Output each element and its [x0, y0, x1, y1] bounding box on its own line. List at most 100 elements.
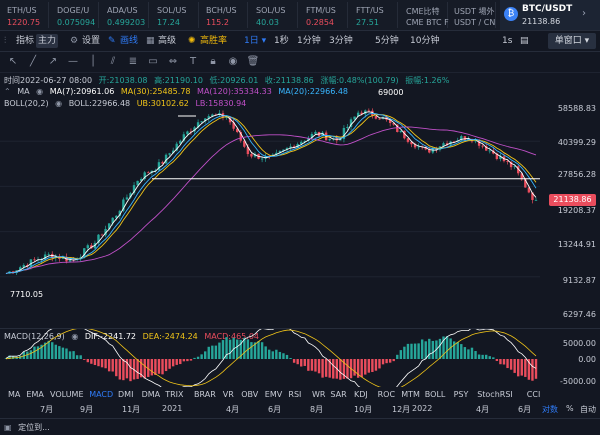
macd-bar	[275, 349, 278, 359]
trash-icon[interactable]: 🗑︎	[246, 56, 260, 67]
macd-bar	[175, 359, 178, 365]
horizontal-line-icon[interactable]: —	[68, 56, 78, 67]
candle-body	[339, 138, 342, 141]
indicator-tab[interactable]: SAR	[330, 390, 347, 399]
indicator-tab[interactable]: DMA	[141, 390, 161, 399]
eye-icon-boll[interactable]: ◉	[55, 99, 63, 108]
eye-icon[interactable]: ◉	[228, 56, 238, 67]
chevron-right-icon[interactable]: ›	[582, 8, 586, 19]
indicator-tab[interactable]: MACD	[89, 390, 114, 399]
single-window-button[interactable]: 单窗口 ▾	[548, 33, 596, 49]
indicator-tab[interactable]: OBV	[241, 390, 259, 399]
eye-icon-macd[interactable]: ◉	[71, 332, 79, 341]
ticker-cell[interactable]: DOGE/U 0.075094	[52, 2, 99, 28]
candle-body	[463, 136, 467, 140]
lock-icon[interactable]: 🔒︎	[210, 56, 216, 67]
peak-annotation: 69000	[378, 88, 404, 97]
interval-3m[interactable]: 3分钟	[329, 36, 353, 46]
ticker-cell[interactable]: FTT/US 27.51	[351, 2, 398, 28]
ma-expand-icon[interactable]: ⌃	[4, 87, 11, 96]
ticker-name: ADA/US	[107, 6, 138, 15]
ticker-cell[interactable]: USDT 場外 USDT / CN	[449, 2, 496, 28]
interval-5m[interactable]: 5分钟	[375, 36, 399, 46]
info-open: 开:21038.08	[98, 76, 148, 85]
measure-icon[interactable]: ⇔	[168, 56, 178, 67]
vertical-line-icon[interactable]: │	[89, 56, 97, 67]
axis-control[interactable]: 对数	[542, 405, 558, 414]
locate-button[interactable]: ▣ 定位到...	[4, 422, 54, 433]
price-chart-svg[interactable]	[0, 96, 600, 322]
fibonacci-icon[interactable]: ≣	[128, 56, 138, 67]
axis-control[interactable]: 自动	[580, 405, 596, 414]
macd-bar	[157, 359, 161, 374]
indicator-tab[interactable]: TRIX	[165, 390, 184, 399]
indicator-tab[interactable]: DMI	[118, 390, 134, 399]
candle-body	[509, 161, 513, 168]
ticker-cell[interactable]: FTM/US 0.2854	[301, 2, 348, 28]
selected-symbol[interactable]: ₿ BTC/USDT 21138.86 ›	[500, 0, 600, 30]
ticker-cell[interactable]: SOL/US 17.24	[152, 2, 199, 28]
ray-line-icon[interactable]: ↗	[48, 56, 58, 67]
candle-body	[517, 166, 520, 174]
interval-right[interactable]: 1s	[502, 36, 513, 46]
rectangle-icon[interactable]: ▭	[148, 56, 158, 67]
text-icon[interactable]: T	[189, 56, 197, 67]
macd-bar	[36, 346, 40, 359]
indicator-tab[interactable]: WR	[312, 390, 326, 399]
macd-bar	[218, 342, 221, 359]
macd-bar	[225, 337, 228, 359]
indicator-tab[interactable]: VR	[222, 390, 234, 399]
macd-bar	[61, 347, 65, 359]
indicator-tab[interactable]: MTM	[401, 390, 420, 399]
parallel-channel-icon[interactable]: ⫽	[110, 56, 116, 67]
interval-1m[interactable]: 1分钟	[297, 36, 321, 46]
macd-panel[interactable]: MACD(12,26,9) ◉ DIF:-2241.72 DEA:-2474.2…	[0, 328, 600, 387]
macd-bar	[136, 359, 139, 379]
indicator-tab[interactable]: EMA	[26, 390, 44, 399]
candle-body	[132, 185, 136, 194]
macd-bar	[239, 339, 242, 359]
interval-1s[interactable]: 1秒	[274, 36, 289, 46]
candle-body	[200, 121, 203, 123]
candle-body	[243, 140, 246, 147]
interval-selected[interactable]: 1日 ▾	[244, 34, 266, 48]
candle-body	[452, 141, 456, 143]
layout-icon[interactable]: ▤	[520, 36, 529, 46]
axis-control[interactable]: %	[566, 404, 574, 413]
drawing-button[interactable]: ✎ 画线	[108, 34, 138, 48]
ticker-cell[interactable]: SOL/US 40.03	[251, 2, 298, 28]
info-change: 涨幅:0.48%(100.79)	[320, 76, 399, 85]
indicator-button[interactable]: ⫶ 指标 主力	[4, 34, 59, 48]
win-rate-button[interactable]: ✺ 高胜率	[188, 34, 227, 48]
indicator-tab[interactable]: KDJ	[354, 390, 368, 399]
advanced-button[interactable]: ▦ 高级	[146, 34, 176, 48]
candle-body	[374, 116, 378, 119]
indicator-tab[interactable]: EMV	[264, 390, 283, 399]
eye-icon-ma[interactable]: ◉	[36, 87, 44, 96]
indicator-tab[interactable]: BRAR	[194, 390, 216, 399]
price-chart[interactable]	[0, 96, 600, 322]
macd-bar	[452, 341, 456, 359]
candle-body	[207, 116, 210, 119]
indicator-tab[interactable]: StochRSI	[477, 390, 513, 399]
indicator-tab[interactable]: CCI	[526, 390, 541, 399]
symbol-price: 21138.86	[522, 17, 561, 26]
ticker-cell[interactable]: CME比特 CME BTC F	[401, 2, 449, 28]
ticker-cell[interactable]: BCH/US 115.2	[201, 2, 248, 28]
indicator-tab[interactable]: PSY	[453, 390, 469, 399]
indicator-tab[interactable]: BOLL	[424, 390, 446, 399]
indicator-tab[interactable]: MA	[8, 390, 21, 399]
time-axis-label: 4月	[226, 405, 240, 414]
candle-body	[19, 267, 22, 271]
indicator-tab[interactable]: ROC	[377, 390, 396, 399]
ma-label: MA	[17, 87, 30, 96]
ticker-cell[interactable]: ETH/US 1220.75	[2, 2, 49, 28]
indicator-tab[interactable]: VOLUME	[50, 390, 84, 399]
interval-10m[interactable]: 10分钟	[410, 36, 440, 46]
trend-line-icon[interactable]: ╱	[29, 56, 37, 67]
macd-bar	[477, 354, 481, 359]
cursor-icon[interactable]: ↖	[8, 56, 18, 67]
indicator-tab[interactable]: RSI	[288, 390, 302, 399]
ticker-cell[interactable]: ADA/US 0.499203	[102, 2, 149, 28]
settings-button[interactable]: ⚙ 设置	[70, 34, 100, 48]
